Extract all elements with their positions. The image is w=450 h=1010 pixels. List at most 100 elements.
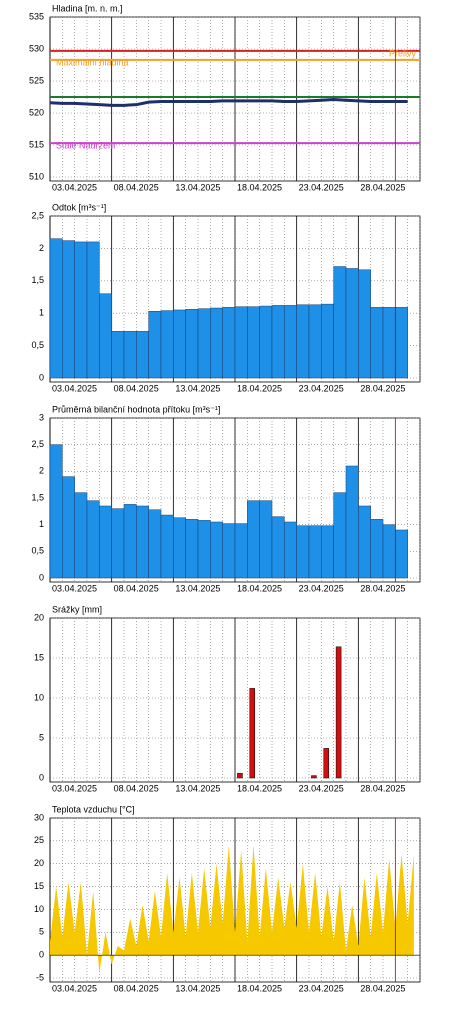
step-bar (382, 307, 396, 379)
step-bar (148, 509, 162, 579)
step-bar (395, 307, 408, 379)
step-bar (222, 307, 236, 379)
step-bar (271, 516, 285, 579)
y-tick-label: 25 (34, 835, 44, 845)
bar (311, 775, 317, 779)
x-tick-label: 08.04.2025 (114, 182, 159, 192)
x-tick-label: 08.04.2025 (114, 783, 159, 793)
y-tick-label: 15 (34, 652, 44, 662)
y-tick-label: 0 (39, 572, 44, 582)
x-tick-label: 03.04.2025 (52, 983, 97, 993)
temperature-area (50, 845, 414, 974)
step-bar (259, 305, 273, 379)
step-bar (284, 305, 297, 379)
step-bar (99, 293, 112, 379)
x-tick-label: 13.04.2025 (175, 383, 220, 393)
step-bar (136, 505, 149, 579)
y-tick-label: 2 (39, 466, 44, 476)
step-bar (74, 241, 88, 379)
y-tick-label: 5 (39, 927, 44, 937)
y-tick-label: 0 (39, 772, 44, 782)
x-tick-label: 28.04.2025 (360, 182, 405, 192)
y-tick-label: 3 (39, 412, 44, 422)
step-bar (210, 307, 223, 379)
step-bar (370, 519, 384, 579)
step-bar (62, 476, 75, 579)
x-tick-label: 03.04.2025 (52, 783, 97, 793)
x-tick-label: 08.04.2025 (114, 383, 159, 393)
x-tick-label: 23.04.2025 (299, 583, 344, 593)
y-tick-label: 520 (29, 107, 44, 117)
reference-label: Přelivy (389, 48, 417, 58)
step-bar (395, 529, 408, 579)
y-tick-label: 0,5 (31, 546, 44, 556)
step-bar (111, 508, 125, 579)
x-tick-label: 18.04.2025 (237, 182, 282, 192)
bar (237, 772, 243, 779)
step-bar (296, 304, 310, 379)
x-tick-label: 18.04.2025 (237, 383, 282, 393)
x-tick-label: 23.04.2025 (299, 383, 344, 393)
x-tick-label: 08.04.2025 (114, 583, 159, 593)
step-bar (321, 525, 334, 579)
y-tick-label: 510 (29, 171, 44, 181)
y-tick-label: 15 (34, 881, 44, 891)
y-tick-label: 0 (39, 950, 44, 960)
step-bar (99, 505, 112, 579)
x-tick-label: 08.04.2025 (114, 983, 159, 993)
x-tick-label: 03.04.2025 (52, 182, 97, 192)
step-bar (321, 303, 334, 379)
bar (249, 688, 256, 779)
reference-label: Maximální hladina (56, 57, 129, 67)
step-bar (160, 514, 174, 579)
y-tick-label: 1,5 (31, 275, 44, 285)
y-tick-label: 535 (29, 11, 44, 21)
y-tick-label: 0,5 (31, 340, 44, 350)
y-tick-label: 5 (39, 732, 44, 742)
step-bar (333, 266, 347, 379)
step-bar (160, 310, 174, 379)
step-bar (123, 504, 137, 579)
x-tick-label: 23.04.2025 (299, 182, 344, 192)
step-bar (148, 311, 162, 379)
step-bar (308, 304, 322, 379)
reference-label: Stálé Nadržení (56, 140, 116, 150)
y-tick-label: -5 (36, 972, 44, 982)
step-bar (210, 521, 223, 579)
x-tick-label: 23.04.2025 (299, 983, 344, 993)
step-bar (86, 500, 100, 579)
step-bar (259, 500, 273, 579)
level-line (49, 98, 408, 107)
step-bar (185, 309, 199, 379)
x-tick-label: 13.04.2025 (175, 583, 220, 593)
x-tick-label: 13.04.2025 (175, 783, 220, 793)
chart-title: Teplota vzduchu [°C] (52, 804, 135, 814)
x-tick-label: 28.04.2025 (360, 583, 405, 593)
step-bar (271, 305, 285, 379)
chart-title: Srážky [mm] (52, 604, 102, 614)
x-tick-label: 13.04.2025 (175, 983, 220, 993)
x-tick-label: 28.04.2025 (360, 983, 405, 993)
y-tick-label: 1,5 (31, 492, 44, 502)
y-tick-label: 10 (34, 692, 44, 702)
x-tick-label: 18.04.2025 (237, 783, 282, 793)
bar (335, 646, 342, 779)
bar (323, 748, 330, 779)
step-bar (49, 238, 63, 379)
y-tick-label: 20 (34, 612, 44, 622)
step-bar (49, 444, 63, 579)
y-tick-label: 1 (39, 519, 44, 529)
x-tick-label: 28.04.2025 (360, 783, 405, 793)
step-bar (296, 525, 310, 579)
y-tick-label: 2,5 (31, 439, 44, 449)
step-bar (86, 241, 100, 379)
y-tick-label: 525 (29, 75, 44, 85)
step-bar (358, 505, 371, 579)
step-bar (185, 519, 199, 579)
step-bar (173, 309, 186, 379)
chart-title: Hladina [m. n. m.] (52, 3, 123, 13)
y-tick-label: 530 (29, 43, 44, 53)
x-tick-label: 18.04.2025 (237, 983, 282, 993)
step-bar (358, 269, 371, 379)
